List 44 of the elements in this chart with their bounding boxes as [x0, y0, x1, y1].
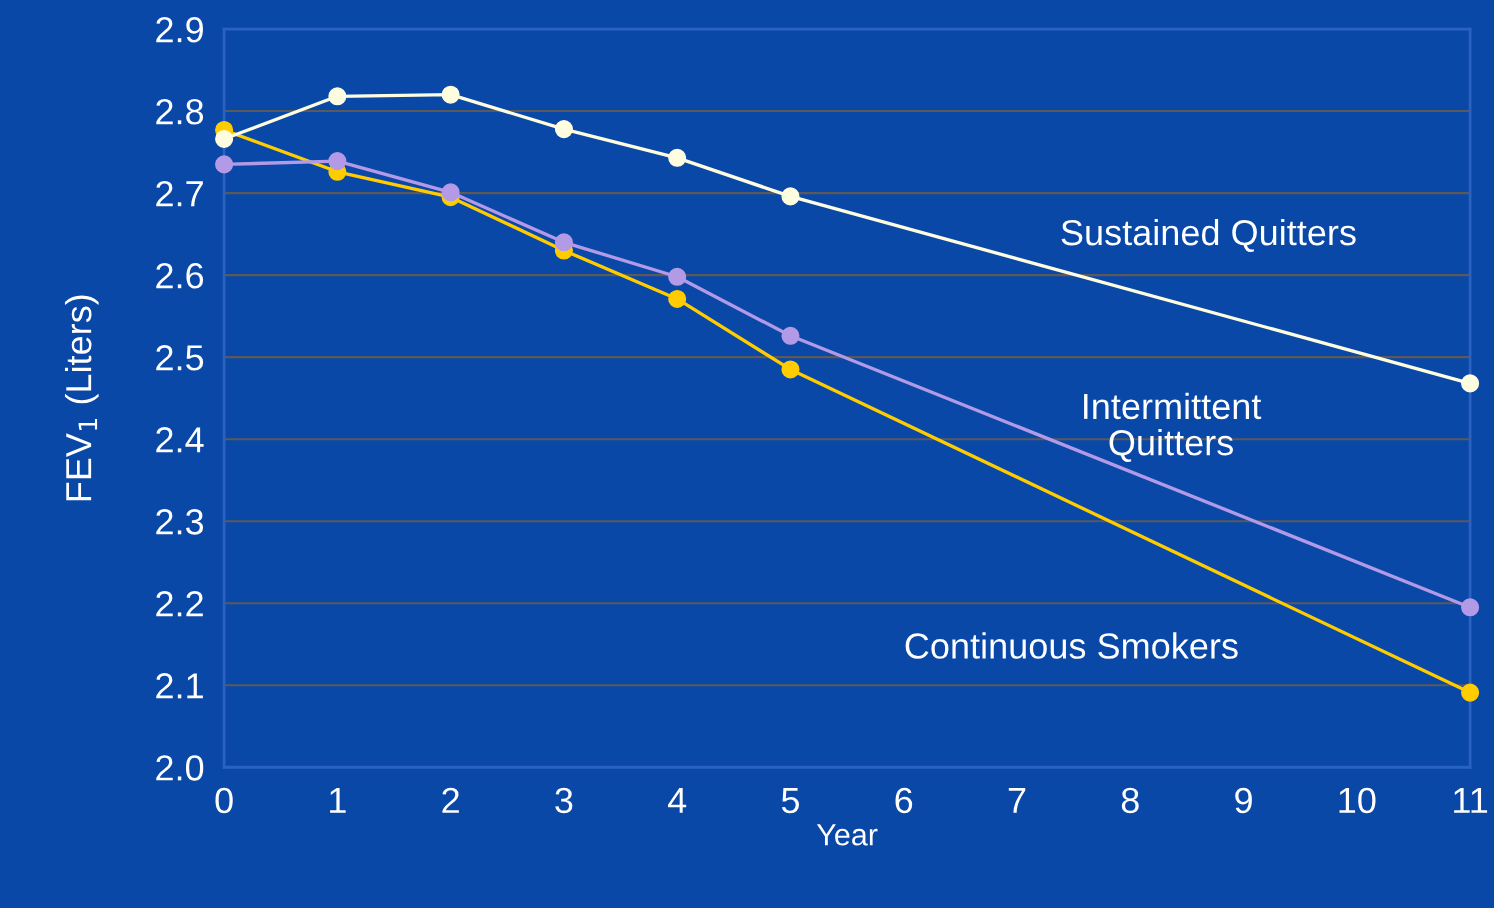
y-tick-label: 2.8 — [156, 98, 204, 125]
point — [328, 152, 347, 171]
y-tick-label: 2.1 — [156, 673, 203, 699]
point — [668, 148, 687, 167]
point — [1461, 598, 1480, 617]
y-tick-label: 2.0 — [156, 755, 204, 781]
point — [441, 183, 460, 202]
x-tick-label: 8 — [1121, 787, 1139, 814]
x-tick-label: 7 — [1008, 788, 1026, 813]
point — [781, 360, 800, 379]
point — [1461, 683, 1480, 702]
point — [554, 233, 573, 252]
x-tick-label: 0 — [215, 787, 233, 814]
x-tick-label: 3 — [555, 787, 573, 814]
y-tick-label: 2.7 — [156, 180, 203, 207]
y-tick-label: 2.9 — [156, 16, 203, 43]
point — [554, 120, 573, 139]
point — [668, 289, 687, 308]
x-tick-label: 5 — [781, 788, 799, 814]
point — [781, 187, 800, 206]
point — [328, 87, 347, 106]
y-tick-label: 2.2 — [156, 591, 203, 617]
point — [441, 85, 460, 104]
point — [781, 326, 800, 345]
series-label: Intermittent Quitters — [1084, 392, 1262, 462]
x-tick-label: 6 — [895, 787, 913, 814]
y-axis-title: FEV$_{1}$ (Liters) — [64, 295, 99, 501]
y-tick-label: 2.5 — [156, 345, 204, 371]
x-tick-label: 4 — [667, 788, 687, 813]
x-tick-label: 11 — [1454, 788, 1488, 813]
series-label: Sustained Quitters — [1061, 218, 1356, 252]
y-tick-label: 2.4 — [156, 427, 204, 453]
point — [215, 129, 234, 148]
point — [668, 267, 687, 286]
y-tick-label: 2.6 — [156, 262, 204, 289]
point — [1461, 374, 1480, 393]
x-axis-title: Year — [816, 824, 878, 846]
x-tick-label: 9 — [1235, 787, 1252, 814]
x-tick-label: 1 — [330, 788, 346, 813]
series-label: Continuous Smokers — [905, 632, 1238, 659]
x-tick-label: 10 — [1339, 787, 1376, 814]
y-tick-label: 2.3 — [156, 509, 204, 535]
point — [215, 155, 234, 174]
x-tick-label: 2 — [442, 787, 459, 813]
